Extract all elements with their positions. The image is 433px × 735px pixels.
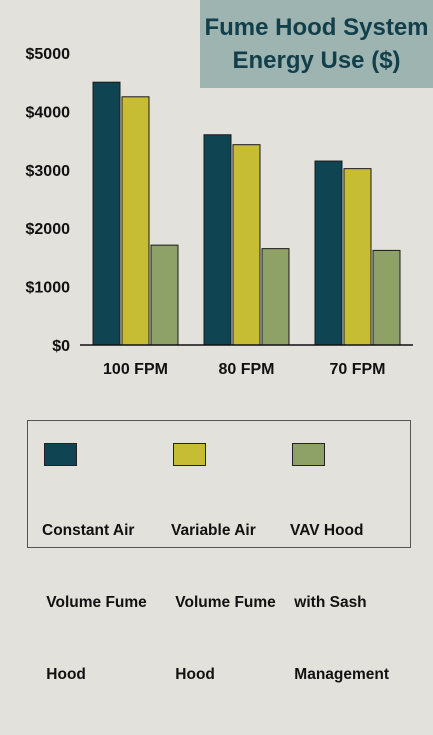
legend: Constant Air Volume Fume Hood Variable A…: [27, 420, 411, 683]
y-tick-label: $5000: [26, 46, 71, 63]
legend-label-line: VAV Hood: [290, 522, 364, 539]
bar: [232, 144, 261, 346]
y-tick-label: $0: [52, 338, 70, 355]
title-line-1: Fume Hood System: [204, 14, 429, 41]
x-axis: 100 FPM 80 FPM 70 FPM: [103, 361, 385, 378]
y-tick-label: $2000: [26, 221, 71, 238]
legend-label-variable-air: Variable Air Volume Fume Hood: [171, 471, 276, 735]
bar: [121, 96, 150, 346]
bar: [372, 249, 401, 346]
legend-label-vav-sash: VAV Hood with Sash Management: [290, 471, 389, 735]
chart-frame: $0 $1000 $2000 $3000 $4000 $5000 100 FPM 80 FP…: [26, 0, 433, 683]
legend-label-line: Volume Fume: [171, 594, 276, 611]
legend-label-line: Variable Air: [171, 522, 256, 539]
legend-label-constant-air: Constant Air Volume Fume Hood: [42, 471, 147, 735]
x-tick-label: 70 FPM: [329, 361, 385, 378]
legend-label-line: Management: [290, 666, 390, 683]
bar: [343, 168, 372, 346]
bar: [314, 160, 343, 346]
bar: [92, 81, 121, 346]
chart-title: Fume Hood System Energy Use ($): [200, 0, 433, 88]
title-line-2: Energy Use ($): [232, 47, 401, 74]
legend-label-line: Constant Air: [42, 522, 135, 539]
bar: [203, 134, 232, 346]
legend-swatch-constant-air: [44, 443, 77, 466]
bars-group: [92, 81, 401, 346]
legend-swatch-variable-air: [173, 443, 206, 466]
y-tick-label: $3000: [26, 163, 71, 180]
legend-label-line: with Sash: [290, 594, 367, 611]
legend-label-line: Hood: [171, 666, 215, 683]
bar: [150, 244, 179, 346]
legend-label-line: Hood: [42, 666, 86, 683]
legend-swatch-vav-sash: [292, 443, 325, 466]
x-tick-label: 100 FPM: [103, 361, 168, 378]
bar: [261, 248, 290, 346]
x-tick-label: 80 FPM: [218, 361, 274, 378]
y-tick-label: $4000: [26, 104, 71, 121]
y-axis: $0 $1000 $2000 $3000 $4000 $5000: [26, 46, 71, 355]
legend-label-line: Volume Fume: [42, 594, 147, 611]
y-tick-label: $1000: [26, 280, 71, 297]
bar-chart: $0 $1000 $2000 $3000 $4000 $5000 100 FPM 80 FP…: [26, 46, 413, 378]
